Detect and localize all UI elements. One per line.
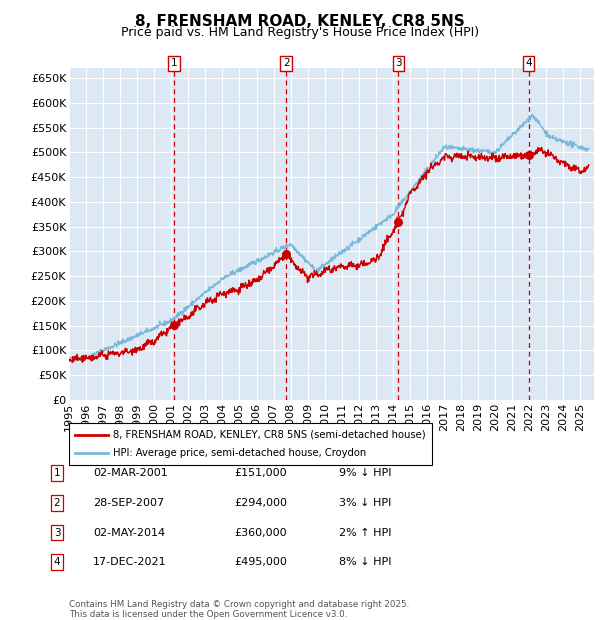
Text: £495,000: £495,000 <box>234 557 287 567</box>
Text: 3: 3 <box>53 528 61 538</box>
Text: 2: 2 <box>53 498 61 508</box>
Text: 9% ↓ HPI: 9% ↓ HPI <box>339 468 391 478</box>
Point <box>524 150 533 160</box>
Point <box>281 249 291 259</box>
Text: 28-SEP-2007: 28-SEP-2007 <box>93 498 164 508</box>
Text: £151,000: £151,000 <box>234 468 287 478</box>
Text: 3% ↓ HPI: 3% ↓ HPI <box>339 498 391 508</box>
Text: HPI: Average price, semi-detached house, Croydon: HPI: Average price, semi-detached house,… <box>113 448 366 458</box>
Text: 1: 1 <box>171 58 178 68</box>
Text: 2% ↑ HPI: 2% ↑ HPI <box>339 528 391 538</box>
Text: Price paid vs. HM Land Registry's House Price Index (HPI): Price paid vs. HM Land Registry's House … <box>121 26 479 39</box>
Text: 4: 4 <box>53 557 61 567</box>
Point <box>169 320 179 330</box>
Text: 8, FRENSHAM ROAD, KENLEY, CR8 5NS (semi-detached house): 8, FRENSHAM ROAD, KENLEY, CR8 5NS (semi-… <box>113 430 425 440</box>
Text: 8, FRENSHAM ROAD, KENLEY, CR8 5NS: 8, FRENSHAM ROAD, KENLEY, CR8 5NS <box>135 14 465 29</box>
Text: £360,000: £360,000 <box>234 528 287 538</box>
Text: 1: 1 <box>53 468 61 478</box>
Text: 3: 3 <box>395 58 402 68</box>
Text: 17-DEC-2021: 17-DEC-2021 <box>93 557 167 567</box>
Text: 02-MAR-2001: 02-MAR-2001 <box>93 468 168 478</box>
Text: 2: 2 <box>283 58 289 68</box>
Text: Contains HM Land Registry data © Crown copyright and database right 2025.
This d: Contains HM Land Registry data © Crown c… <box>69 600 409 619</box>
Text: 8% ↓ HPI: 8% ↓ HPI <box>339 557 391 567</box>
Text: £294,000: £294,000 <box>234 498 287 508</box>
Point <box>394 217 403 227</box>
Text: 4: 4 <box>525 58 532 68</box>
Text: 02-MAY-2014: 02-MAY-2014 <box>93 528 165 538</box>
